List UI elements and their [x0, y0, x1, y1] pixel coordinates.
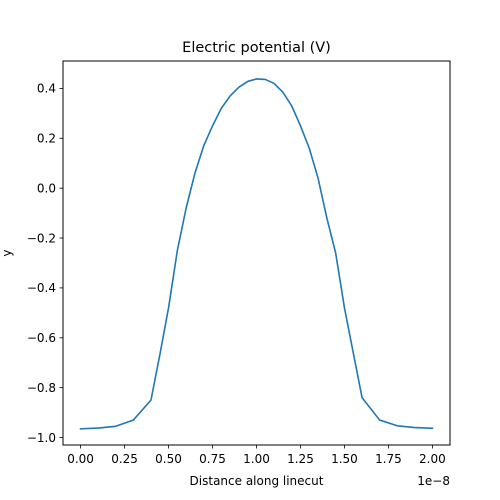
chart-title: Electric potential (V)	[182, 40, 331, 56]
y-tick-label: −0.8	[27, 381, 56, 395]
x-tick-label: 1.00	[243, 452, 270, 466]
x-axis-label: Distance along linecut	[190, 474, 324, 488]
x-tick-label: 2.00	[419, 452, 446, 466]
x-tick-label: 1.75	[375, 452, 402, 466]
y-tick-label: 0.4	[37, 82, 56, 96]
y-tick-label: 0.2	[37, 132, 56, 146]
y-tick-label: −0.4	[27, 281, 56, 295]
plot-frame	[62, 60, 451, 446]
x-tick-label: 0.25	[111, 452, 138, 466]
x-tick-label: 1.50	[331, 452, 358, 466]
ticks-layer: 0.00 0.25 0.50 0.75 1.00 1.25 1.50 1.75 2.00 −1.0…	[27, 82, 446, 466]
x-tick-label: 0.00	[67, 452, 94, 466]
plot-layer	[79, 78, 434, 430]
y-tick-label: −0.2	[27, 231, 56, 245]
x-tick-label: 0.75	[199, 452, 226, 466]
x-axis-offset-text: 1e−8	[417, 474, 450, 488]
x-tick-label: 0.50	[155, 452, 182, 466]
x-tick-label: 1.25	[287, 452, 314, 466]
y-tick-label: 0.0	[37, 181, 56, 195]
y-tick-label: −1.0	[27, 431, 56, 445]
y-axis-label: y	[0, 249, 14, 256]
y-tick-label: −0.6	[27, 331, 56, 345]
series-line	[79, 78, 434, 430]
